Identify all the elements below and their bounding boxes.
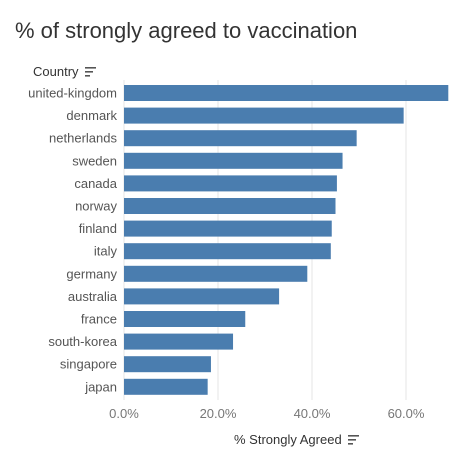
category-label-singapore: singapore	[60, 357, 117, 372]
y-axis-header-label: Country	[33, 64, 79, 79]
x-tick-label: 20.0%	[200, 406, 237, 421]
category-label-japan: japan	[84, 379, 117, 394]
x-tick-label: 40.0%	[294, 406, 331, 421]
category-label-south-korea: south-korea	[48, 334, 117, 349]
category-label-france: france	[81, 312, 117, 327]
category-label-finland: finland	[79, 221, 117, 236]
bar-italy[interactable]	[124, 243, 331, 260]
category-label-sweden: sweden	[72, 153, 117, 168]
bar-south-korea[interactable]	[124, 333, 234, 350]
bars	[124, 85, 449, 395]
bar-denmark[interactable]	[124, 107, 404, 124]
bar-norway[interactable]	[124, 198, 336, 214]
chart-title: % of strongly agreed to vaccination	[15, 18, 358, 43]
category-label-united-kingdom: united-kingdom	[28, 86, 117, 101]
bar-france[interactable]	[124, 311, 246, 327]
bar-singapore[interactable]	[124, 356, 211, 373]
bar-united-kingdom[interactable]	[124, 85, 449, 101]
y-axis-header[interactable]: Country	[33, 64, 97, 79]
category-label-australia: australia	[68, 289, 118, 304]
bar-finland[interactable]	[124, 220, 332, 237]
sort-descending-icon[interactable]	[347, 434, 360, 445]
x-tick-labels: 0.0% 20.0% 40.0% 60.0%	[109, 406, 425, 421]
category-label-germany: germany	[66, 266, 117, 281]
sort-descending-icon[interactable]	[84, 66, 97, 77]
gridlines	[123, 80, 407, 400]
category-label-norway: norway	[75, 199, 117, 214]
category-labels: united-kingdom denmark netherlands sweden ca…	[28, 86, 118, 395]
bar-netherlands[interactable]	[124, 130, 357, 147]
bar-japan[interactable]	[124, 378, 208, 395]
x-tick-label: 0.0%	[109, 406, 139, 421]
category-label-netherlands: netherlands	[49, 131, 117, 146]
category-label-denmark: denmark	[66, 108, 117, 123]
bar-australia[interactable]	[124, 288, 280, 305]
x-axis-header-label: % Strongly Agreed	[234, 432, 342, 447]
bar-canada[interactable]	[124, 175, 337, 192]
x-axis-header[interactable]: % Strongly Agreed	[234, 432, 360, 447]
bar-germany[interactable]	[124, 265, 308, 282]
category-label-canada: canada	[74, 176, 117, 191]
category-label-italy: italy	[94, 244, 118, 259]
x-tick-label: 60.0%	[388, 406, 425, 421]
bar-sweden[interactable]	[124, 152, 343, 169]
